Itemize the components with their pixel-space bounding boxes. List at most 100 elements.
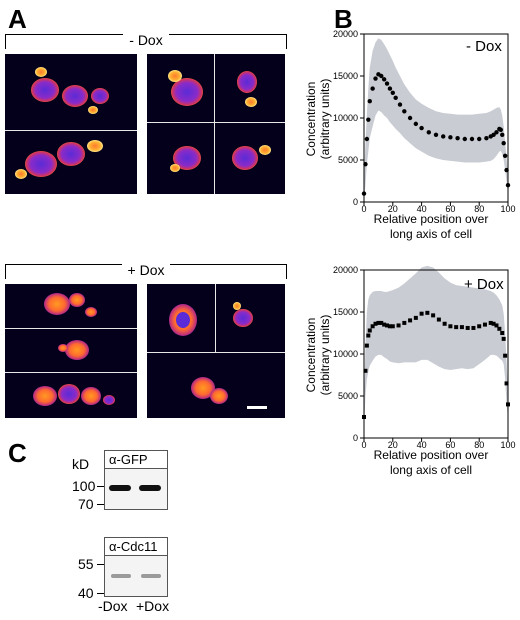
chart-plus-dox-point xyxy=(436,317,441,322)
chart-plus-dox-point xyxy=(419,311,424,316)
micrograph-minus-dox-right xyxy=(147,54,285,194)
chart-minus-dox-point xyxy=(462,136,467,142)
blot-gfp-title: α-GFP xyxy=(105,451,167,469)
chart-plus-dox-point xyxy=(387,324,392,329)
chart-minus-dox-point xyxy=(397,102,403,107)
chart-minus-dox-xtick-label: 80 xyxy=(474,204,484,212)
chart-plus-dox-ytick-label: 5000 xyxy=(338,391,358,401)
blot-gfp-marker-100: 100 xyxy=(72,478,96,494)
chart-minus-dox-ytick-label: 5000 xyxy=(338,155,358,165)
chart-plus-dox-point xyxy=(382,322,387,327)
chart-minus-dox-point xyxy=(379,73,384,79)
chart-plus-dox-xlabel: Relative position over long axis of cell xyxy=(373,448,489,477)
chart-plus-dox-point xyxy=(497,326,502,331)
chart-plus-dox-point xyxy=(465,325,470,330)
panel-label-a: A xyxy=(8,4,27,34)
chart-plus-dox-plot: 0 5000 10000 15000 20000 0 20 40 60 80 100 xyxy=(333,266,516,448)
chart-plus-dox-xtick-label: 40 xyxy=(417,440,427,448)
chart-plus-dox-ytick-label: 20000 xyxy=(333,266,358,275)
blot-lane-label-plus-dox: +Dox xyxy=(136,598,170,614)
chart-minus-dox-point xyxy=(370,86,375,91)
chart-minus-dox-point xyxy=(387,86,393,91)
condition-label-plus-dox: + Dox xyxy=(121,262,171,278)
blot-gfp-marker-70: 70 xyxy=(78,496,94,512)
chart-plus-dox-ytick-label: 10000 xyxy=(333,349,358,359)
chart-plus-dox-point xyxy=(442,321,447,326)
chart-plus-dox-xtick-label: 20 xyxy=(388,440,398,448)
chart-minus-dox-ytick-label: 0 xyxy=(353,197,358,207)
chart-minus-dox-plot: 0 5000 10000 15000 20000 0 20 40 60 80 100 xyxy=(333,30,516,212)
chart-plus-dox-point xyxy=(501,336,506,341)
chart-plus-dox-point xyxy=(459,325,464,330)
chart-minus-dox-point xyxy=(402,109,407,114)
chart-minus-dox-point xyxy=(367,99,372,104)
chart-plus-dox-point xyxy=(373,321,378,326)
chart-minus-dox: Concentration (arbitrary units) 0 5000 100… xyxy=(296,30,518,246)
chart-minus-dox-sd-band xyxy=(364,38,508,203)
chart-minus-dox-point xyxy=(366,117,371,122)
chart-plus-dox-point xyxy=(367,328,372,333)
chart-plus-dox-point xyxy=(413,315,418,320)
chart-minus-dox-point xyxy=(419,125,424,131)
condition-label-minus-dox: - Dox xyxy=(123,32,169,48)
chart-minus-dox-point xyxy=(364,136,370,142)
chart-minus-dox-point xyxy=(502,153,508,158)
chart-plus-dox-point xyxy=(390,324,395,329)
chart-minus-dox-xtick-label: 40 xyxy=(417,204,427,212)
chart-minus-dox-point xyxy=(393,95,398,101)
chart-minus-dox-ytick-label: 10000 xyxy=(333,113,358,123)
chart-plus-dox-point xyxy=(376,320,381,325)
chart-minus-dox-point xyxy=(484,135,489,141)
chart-plus-dox-point xyxy=(425,310,430,315)
chart-minus-dox-point xyxy=(441,134,446,139)
blot-cdc11-marker-55-tick xyxy=(97,564,104,565)
chart-minus-dox-point xyxy=(426,130,431,135)
blot-cdc11-marker-40-tick xyxy=(97,593,104,594)
chart-plus-dox-point xyxy=(491,321,496,326)
chart-plus-dox-sd-band xyxy=(364,266,508,430)
chart-plus-dox-point xyxy=(488,320,493,325)
chart-plus-dox-ytick-label: 0 xyxy=(353,433,358,443)
chart-plus-dox-point xyxy=(504,381,509,386)
chart-plus-dox-xtick-label: 0 xyxy=(361,440,366,448)
chart-plus-dox: Concentration (arbitrary units) 0 5000 100… xyxy=(296,266,518,482)
micrograph-plus-dox-right xyxy=(147,284,285,418)
chart-plus-dox-point xyxy=(379,320,384,325)
blot-cdc11-marker-55: 55 xyxy=(78,556,94,572)
scale-bar xyxy=(247,406,267,409)
chart-plus-dox-point xyxy=(482,322,487,327)
blot-cdc11-marker-40: 40 xyxy=(78,585,94,601)
chart-minus-dox-point xyxy=(390,90,395,95)
chart-minus-dox-point xyxy=(381,77,387,82)
chart-minus-dox-xlabel: Relative position over long axis of cell xyxy=(373,212,489,241)
blot-gfp-marker-70-tick xyxy=(97,504,104,505)
chart-plus-dox-point xyxy=(454,325,459,330)
chart-plus-dox-xtick-label: 80 xyxy=(474,440,484,448)
chart-minus-dox-xtick-label: 0 xyxy=(361,204,366,212)
chart-plus-dox-point xyxy=(402,320,407,325)
condition-bracket-minus-dox: - Dox xyxy=(5,32,287,49)
chart-minus-dox-ytick-label: 15000 xyxy=(333,71,358,81)
chart-minus-dox-point xyxy=(413,121,419,127)
chart-plus-dox-point xyxy=(431,313,436,318)
chart-minus-dox-legend: - Dox xyxy=(466,38,502,55)
blot-gfp-band-lane1 xyxy=(109,485,131,491)
chart-plus-dox-point xyxy=(408,318,413,323)
blot-cdc11-band-lane1 xyxy=(111,574,131,578)
chart-minus-dox-point xyxy=(491,132,496,137)
chart-plus-dox-ytick-label: 15000 xyxy=(333,307,358,317)
blot-cdc11-band-lane2 xyxy=(141,574,161,578)
chart-plus-dox-point xyxy=(363,368,368,373)
chart-plus-dox-point xyxy=(370,324,375,329)
chart-minus-dox-point xyxy=(477,136,482,142)
panel-label-b: B xyxy=(334,4,353,34)
chart-minus-dox-point xyxy=(469,136,475,142)
chart-plus-dox-point xyxy=(364,343,369,348)
chart-minus-dox-xtick-label: 20 xyxy=(388,204,398,212)
chart-minus-dox-point xyxy=(448,135,453,140)
chart-minus-dox-xtick-label: 100 xyxy=(500,204,515,212)
chart-plus-dox-point xyxy=(477,324,482,329)
chart-plus-dox-xtick-label: 100 xyxy=(500,440,515,448)
chart-minus-dox-point xyxy=(433,132,439,137)
chart-minus-dox-point xyxy=(500,132,505,137)
